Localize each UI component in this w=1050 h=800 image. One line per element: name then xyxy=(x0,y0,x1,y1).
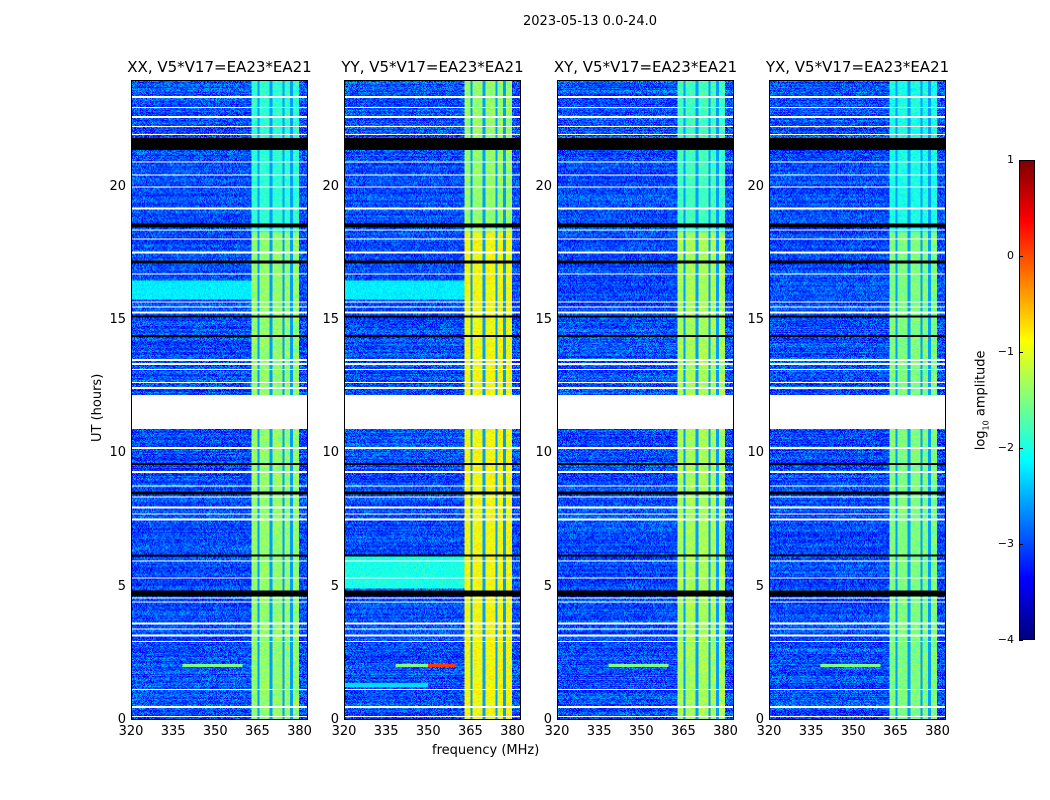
heatmap-panel-yx xyxy=(769,80,946,720)
x-tick-label: 320 xyxy=(118,724,144,739)
x-tick-label: 350 xyxy=(415,724,441,739)
colorbar-tick-mark xyxy=(1019,256,1023,257)
y-tick-label: 15 xyxy=(109,312,126,327)
x-tick-label: 335 xyxy=(798,724,824,739)
y-axis-label: UT (hours) xyxy=(90,373,105,442)
x-tick-label: 350 xyxy=(202,724,228,739)
y-tick-label: 10 xyxy=(322,445,339,461)
y-tick-label: 10 xyxy=(535,445,552,461)
colorbar-tick-mark xyxy=(1019,640,1023,641)
x-tick-label: 365 xyxy=(671,724,696,739)
x-tick-label: 380 xyxy=(287,724,312,739)
x-tick-label: 320 xyxy=(544,724,570,739)
panel-title: XY, V5*V17=EA23*EA21 xyxy=(553,58,738,76)
colorbar-label: log10 amplitude xyxy=(973,350,991,451)
colorbar-tick-label: −1 xyxy=(997,345,1014,358)
colorbar-tick-mark xyxy=(1019,544,1023,545)
x-tick-label: 335 xyxy=(160,724,186,739)
colorbar-tick-label: 0 xyxy=(1007,249,1014,262)
y-tick-label: 10 xyxy=(747,445,764,461)
x-axis-label: frequency (MHz) xyxy=(432,743,540,758)
y-tick-label: 20 xyxy=(535,178,552,194)
y-tick-label: 5 xyxy=(543,578,552,594)
y-tick-label: 0 xyxy=(543,712,552,727)
y-tick-label: 0 xyxy=(330,712,339,727)
y-tick-label: 20 xyxy=(109,178,126,194)
y-tick-label: 15 xyxy=(322,312,339,327)
x-tick-label: 380 xyxy=(925,724,950,739)
y-tick-label: 0 xyxy=(755,712,764,727)
x-tick-label: 350 xyxy=(628,724,654,739)
heatmap-panel-xx xyxy=(131,80,308,720)
x-tick-label: 365 xyxy=(883,724,908,739)
y-tick-label: 10 xyxy=(109,445,126,461)
y-tick-label: 20 xyxy=(747,178,764,194)
x-tick-label: 380 xyxy=(500,724,525,739)
y-tick-label: 5 xyxy=(330,578,339,594)
colorbar-tick-mark xyxy=(1019,160,1023,161)
y-tick-label: 20 xyxy=(322,178,339,194)
colorbar-tick-label: −3 xyxy=(997,537,1014,550)
y-tick-label: 5 xyxy=(117,578,126,594)
x-tick-label: 350 xyxy=(840,724,866,739)
colorbar-tick-label: 1 xyxy=(1007,153,1014,166)
figure-title: 2023-05-13 0.0-24.0 xyxy=(523,14,657,29)
y-tick-label: 15 xyxy=(535,312,552,327)
x-tick-label: 320 xyxy=(756,724,782,739)
x-tick-label: 335 xyxy=(586,724,612,739)
x-tick-label: 320 xyxy=(331,724,357,739)
x-tick-label: 365 xyxy=(245,724,270,739)
heatmap-panel-yy xyxy=(344,80,521,720)
y-tick-label: 15 xyxy=(747,312,764,327)
colorbar-tick-mark xyxy=(1019,352,1023,353)
heatmap-panel-xy xyxy=(557,80,734,720)
x-tick-label: 335 xyxy=(373,724,399,739)
panel-title: XX, V5*V17=EA23*EA21 xyxy=(127,58,312,76)
colorbar xyxy=(1019,160,1035,640)
panel-title: YY, V5*V17=EA23*EA21 xyxy=(341,58,524,76)
colorbar-tick-label: −2 xyxy=(997,441,1014,454)
colorbar-tick-mark xyxy=(1019,448,1023,449)
x-tick-label: 365 xyxy=(458,724,483,739)
y-tick-label: 0 xyxy=(117,712,126,727)
y-tick-label: 5 xyxy=(755,578,764,594)
panel-title: YX, V5*V17=EA23*EA21 xyxy=(765,58,950,76)
x-tick-label: 380 xyxy=(713,724,738,739)
colorbar-tick-label: −4 xyxy=(997,633,1014,646)
